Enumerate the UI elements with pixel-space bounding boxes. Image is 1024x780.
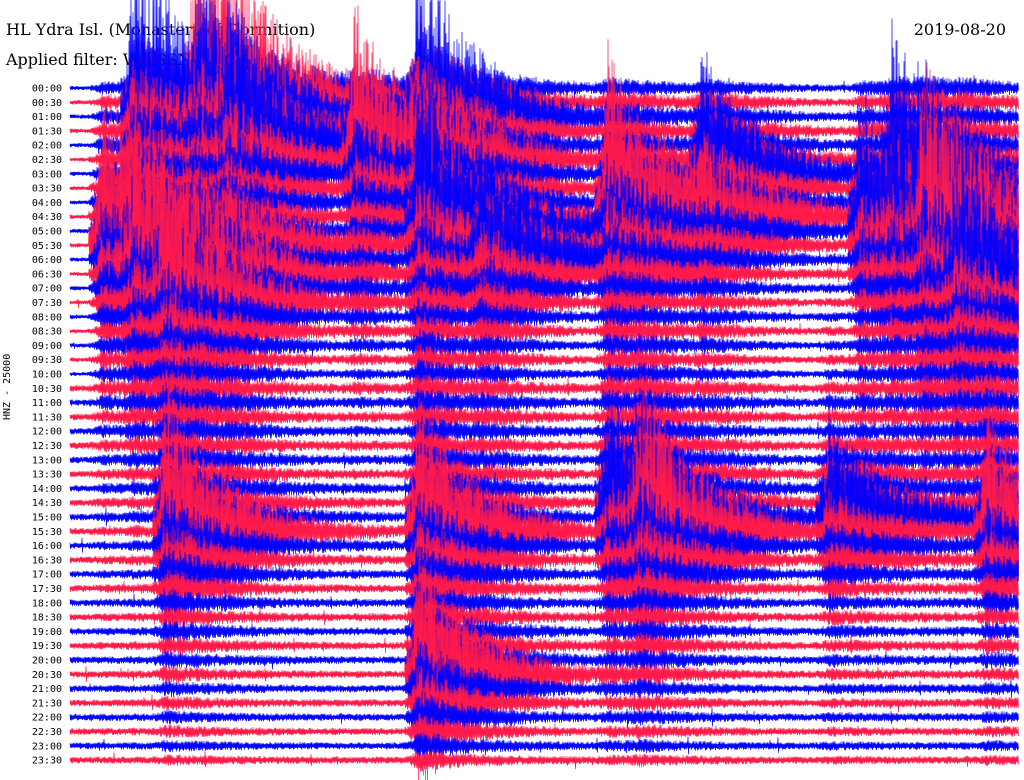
time-label: 16:30 <box>32 555 62 566</box>
time-label: 05:30 <box>32 241 62 252</box>
time-label: 11:30 <box>32 412 62 423</box>
time-label: 03:00 <box>32 169 62 180</box>
time-label: 23:30 <box>32 756 62 767</box>
seismic-trace <box>69 543 1019 607</box>
time-label: 06:30 <box>32 269 62 280</box>
time-label: 03:30 <box>32 184 62 195</box>
seismic-trace <box>69 597 1019 641</box>
time-label: 08:30 <box>32 327 62 338</box>
time-label: 01:00 <box>32 112 62 123</box>
time-label: 08:00 <box>32 312 62 323</box>
time-label: 07:30 <box>32 298 62 309</box>
time-label: 17:30 <box>32 584 62 595</box>
time-label: 13:00 <box>32 455 62 466</box>
seismic-trace <box>69 713 1019 749</box>
time-label: 04:30 <box>32 212 62 223</box>
time-label: 22:00 <box>32 713 62 724</box>
time-label: 21:30 <box>32 698 62 709</box>
time-label: 14:30 <box>32 498 62 509</box>
time-label: 00:00 <box>32 84 62 95</box>
seismic-trace <box>69 382 1019 423</box>
time-label: 15:30 <box>32 527 62 538</box>
seismic-trace <box>69 690 1019 745</box>
time-label: 16:00 <box>32 541 62 552</box>
time-label: 17:00 <box>32 570 62 581</box>
time-label: 23:00 <box>32 741 62 752</box>
time-label: 10:00 <box>32 370 62 381</box>
time-label: 15:00 <box>32 513 62 524</box>
time-label: 19:30 <box>32 641 62 652</box>
time-label: 01:30 <box>32 126 62 137</box>
seismic-trace <box>69 608 1019 682</box>
time-label: 14:00 <box>32 484 62 495</box>
seismic-trace <box>69 513 1019 607</box>
time-label: 18:30 <box>32 613 62 624</box>
seismic-trace <box>69 398 1019 436</box>
time-label: 12:30 <box>32 441 62 452</box>
seismic-trace <box>69 412 1019 450</box>
time-label: 04:00 <box>32 198 62 209</box>
seismic-trace <box>69 558 1019 780</box>
time-label: 00:30 <box>32 98 62 109</box>
seismic-trace <box>69 602 1019 660</box>
time-label: 18:00 <box>32 598 62 609</box>
time-label: 09:30 <box>32 355 62 366</box>
chart-date: 2019-08-20 <box>913 20 1006 39</box>
time-label: 07:00 <box>32 284 62 295</box>
seismic-trace <box>69 261 1019 370</box>
seismic-trace <box>69 355 1019 396</box>
time-label: 02:30 <box>32 155 62 166</box>
time-label: 22:30 <box>32 727 62 738</box>
time-label: 11:00 <box>32 398 62 409</box>
seismic-trace <box>69 171 1019 423</box>
time-label: 12:00 <box>32 427 62 438</box>
seismic-trace <box>69 368 1019 409</box>
time-label: 10:30 <box>32 384 62 395</box>
time-label: 21:00 <box>32 684 62 695</box>
time-label: 19:00 <box>32 627 62 638</box>
seismic-trace <box>69 665 1019 737</box>
time-label: 13:30 <box>32 470 62 481</box>
time-label: 06:00 <box>32 255 62 266</box>
time-label: 02:00 <box>32 141 62 152</box>
seismic-trace <box>69 562 1019 614</box>
seismic-trace <box>69 313 1019 376</box>
seismic-trace <box>69 580 1019 626</box>
seismic-trace <box>69 637 1019 743</box>
time-label: 09:00 <box>32 341 62 352</box>
time-label: 05:00 <box>32 227 62 238</box>
seismic-trace <box>69 750 1019 772</box>
time-label: 20:30 <box>32 670 62 681</box>
time-label: 20:00 <box>32 656 62 667</box>
seismic-trace <box>69 732 1019 760</box>
seismic-trace <box>69 426 1019 465</box>
